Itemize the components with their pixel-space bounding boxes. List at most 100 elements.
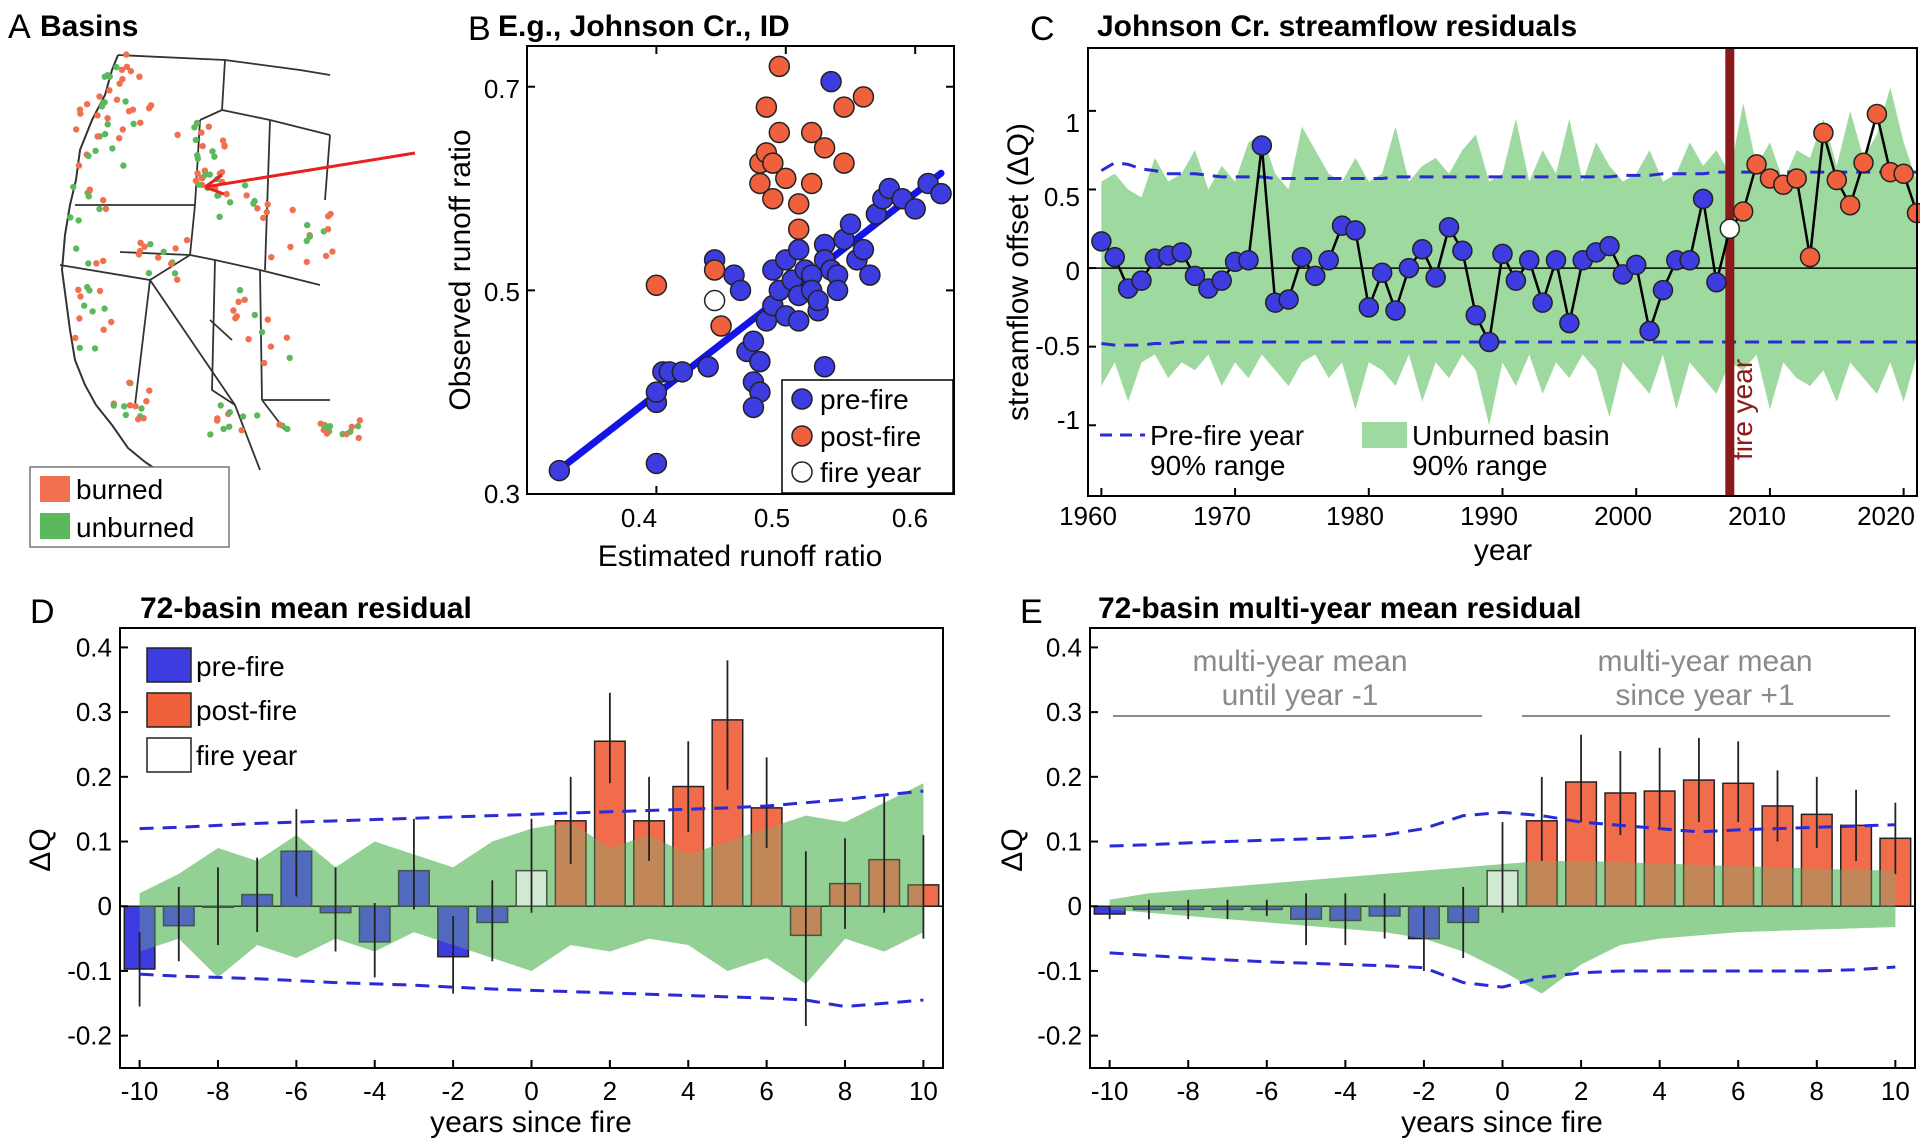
pre-fire-point — [1398, 257, 1420, 279]
post-fire-point — [768, 55, 791, 78]
basin-dot — [135, 416, 142, 423]
panel-b-ytick: 0.3 — [484, 479, 520, 509]
legend-band-swatch — [1362, 422, 1407, 448]
panel-b-ylabel: Observed runoff ratio — [444, 129, 477, 410]
pre-fire-point — [807, 289, 829, 312]
post-fire-point — [1786, 168, 1807, 189]
basin-dot — [104, 115, 111, 122]
pre-fire-point — [1599, 235, 1620, 257]
pre-fire-point — [1452, 240, 1473, 262]
pre-fire-point — [645, 381, 668, 403]
basin-dot — [121, 403, 128, 410]
basin-dot — [92, 147, 99, 155]
basin-dot — [75, 286, 82, 293]
pre-fire-point — [1371, 262, 1393, 284]
panel-b-xtick: 0.5 — [754, 503, 790, 533]
panel-c-ytick: 1 — [1066, 108, 1080, 138]
basin-dot — [137, 119, 144, 126]
basin-dot — [137, 239, 144, 246]
x-tick-label: 2 — [1574, 1076, 1588, 1106]
panel-e-ylabel: ΔQ — [996, 828, 1029, 871]
panel-c-xtick: 2010 — [1728, 501, 1786, 531]
panel-e-title: 72-basin multi-year mean residual — [1098, 592, 1582, 625]
x-tick-label: 10 — [1881, 1076, 1910, 1106]
legend-fire-swatch — [146, 737, 192, 773]
basin-dot — [89, 308, 96, 315]
basin-dot — [267, 343, 275, 350]
basin-dot — [101, 130, 109, 138]
pre-fire-point — [1131, 270, 1152, 291]
pre-fire-point — [697, 355, 719, 378]
basin-dot — [77, 110, 84, 117]
post-fire-point — [833, 152, 855, 174]
legend-post-marker — [791, 425, 813, 447]
panel-c-ytick: -1 — [1057, 405, 1080, 435]
pre-fire-point — [1385, 300, 1406, 321]
basin-dot — [174, 131, 181, 138]
basin-dot — [123, 51, 130, 58]
panel-e-notes: multi-year mean until year -1 multi-year… — [1113, 645, 1890, 717]
post-fire-point — [1893, 163, 1914, 185]
basin-dot — [85, 152, 92, 160]
pre-fire-point — [645, 452, 668, 475]
basin-dot — [101, 99, 108, 106]
post-fire-point — [1732, 201, 1754, 222]
panel-c-xtick: 2020 — [1857, 501, 1915, 531]
basin-dot — [146, 387, 153, 394]
basin-dot — [106, 87, 113, 94]
pre-fire-point — [742, 396, 765, 419]
pre-fire-point — [1184, 265, 1206, 287]
panel-a-letter: A — [8, 8, 31, 46]
basin-dot — [347, 428, 354, 435]
y-tick-label: -0.2 — [67, 1021, 112, 1051]
basin-dot — [326, 423, 334, 430]
post-fire-point — [1866, 103, 1888, 125]
basin-dot — [116, 135, 123, 142]
y-tick-label: -0.2 — [1037, 1021, 1082, 1051]
panel-b-plot-area — [527, 46, 954, 495]
basin-dot — [81, 302, 88, 309]
basin-dot — [226, 199, 234, 206]
pre-fire-point — [1679, 249, 1700, 271]
pre-fire-point — [1438, 216, 1460, 238]
basin-dot — [172, 245, 179, 252]
x-tick-label: -8 — [206, 1076, 229, 1106]
panel-b-ytick: 0.7 — [484, 74, 520, 104]
pre-fire-point — [1625, 254, 1647, 276]
y-tick-label: -0.1 — [1037, 956, 1082, 986]
basin-dot — [241, 296, 248, 303]
basin-dot — [289, 206, 296, 214]
pre-fire-point — [839, 213, 862, 235]
basin-dot — [251, 197, 258, 205]
basin-dot — [145, 269, 153, 277]
panel-c-plot-area — [1088, 48, 1920, 496]
basin-dot — [226, 409, 233, 416]
basin-dot — [199, 142, 206, 150]
basin-dot — [239, 413, 247, 420]
legend-burned-swatch — [40, 476, 70, 502]
basin-dot — [264, 201, 271, 208]
basin-dot — [113, 63, 120, 71]
basin-dot — [348, 423, 356, 430]
basin-dot — [119, 126, 127, 133]
panel-b-legend: pre-fire post-fire fire year — [781, 379, 954, 494]
panel-c-ytick: -0.5 — [1035, 331, 1080, 361]
pre-fire-point — [1358, 297, 1380, 318]
basin-dot — [72, 334, 79, 342]
y-tick-label: 0.1 — [1046, 827, 1082, 857]
y-tick-label: -0.1 — [67, 956, 112, 986]
basin-dot — [84, 283, 91, 291]
basin-dot — [306, 233, 313, 240]
basin-dot — [323, 430, 331, 437]
y-tick-label: 0 — [98, 891, 112, 921]
basin-dot — [108, 318, 115, 326]
basin-dot — [356, 417, 364, 424]
note-right-line2: since year +1 — [1615, 679, 1794, 712]
post-fire-point — [1853, 152, 1874, 174]
basin-dot — [327, 210, 334, 218]
basin-dot — [100, 257, 107, 265]
x-tick-label: 6 — [759, 1076, 773, 1106]
basin-dot — [264, 316, 271, 323]
post-fire-point — [1906, 202, 1920, 224]
